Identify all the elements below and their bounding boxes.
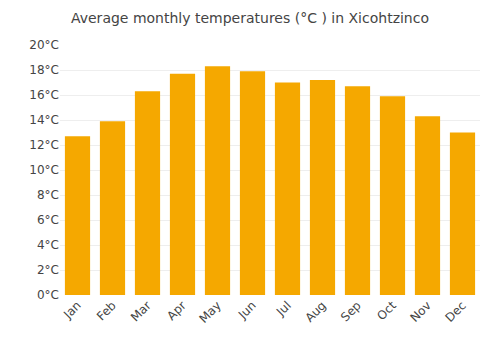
svg-text:10°C: 10°C	[29, 163, 59, 177]
svg-text:Average monthly temperatures (: Average monthly temperatures (°C ) in Xi…	[71, 10, 429, 26]
svg-text:May: May	[196, 298, 223, 325]
svg-text:Aug: Aug	[302, 298, 328, 324]
svg-text:Nov: Nov	[407, 298, 433, 324]
svg-text:8°C: 8°C	[37, 188, 59, 202]
svg-text:16°C: 16°C	[29, 88, 59, 102]
svg-text:Feb: Feb	[94, 298, 119, 323]
svg-text:12°C: 12°C	[29, 138, 59, 152]
svg-text:Oct: Oct	[374, 298, 399, 323]
svg-text:0°C: 0°C	[37, 288, 59, 302]
svg-text:18°C: 18°C	[29, 63, 59, 77]
svg-text:Apr: Apr	[164, 298, 189, 323]
svg-text:2°C: 2°C	[37, 263, 59, 277]
svg-text:Jul: Jul	[273, 298, 294, 319]
svg-text:4°C: 4°C	[37, 238, 59, 252]
svg-text:14°C: 14°C	[29, 113, 59, 127]
svg-text:6°C: 6°C	[37, 213, 59, 227]
svg-text:20°C: 20°C	[29, 38, 59, 52]
svg-text:Dec: Dec	[443, 298, 469, 324]
svg-text:Jun: Jun	[235, 298, 259, 322]
svg-text:Sep: Sep	[338, 298, 364, 324]
svg-text:Mar: Mar	[128, 298, 154, 324]
svg-text:Jan: Jan	[60, 298, 84, 322]
